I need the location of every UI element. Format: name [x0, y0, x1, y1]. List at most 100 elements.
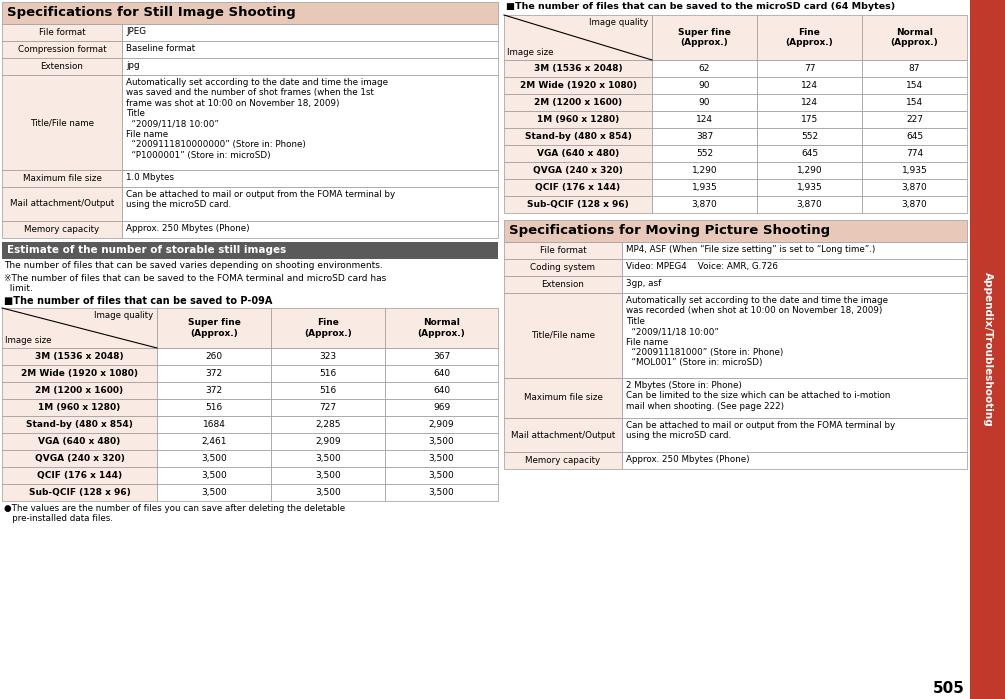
Text: 3M (1536 x 2048): 3M (1536 x 2048): [35, 352, 124, 361]
Bar: [271, 308, 385, 348]
Bar: [757, 179, 862, 196]
Bar: [385, 308, 498, 348]
Text: 3,500: 3,500: [201, 454, 227, 463]
Bar: [862, 15, 967, 60]
Bar: [652, 60, 757, 77]
Bar: [862, 196, 967, 213]
Bar: [652, 15, 757, 60]
Text: QCIF (176 x 144): QCIF (176 x 144): [37, 471, 122, 480]
Text: Automatically set according to the date and time the image
was saved and the num: Automatically set according to the date …: [126, 78, 388, 160]
Bar: [2, 187, 122, 221]
Text: Specifications for Still Image Shooting: Specifications for Still Image Shooting: [7, 6, 295, 19]
Bar: [2, 365, 157, 382]
Text: Video: MPEG4    Voice: AMR, G.726: Video: MPEG4 Voice: AMR, G.726: [626, 262, 778, 271]
Bar: [504, 15, 652, 60]
Bar: [385, 382, 498, 399]
Text: 969: 969: [433, 403, 450, 412]
Text: ■The number of files that can be saved to P-09A: ■The number of files that can be saved t…: [4, 296, 272, 306]
Bar: [504, 162, 652, 179]
Bar: [271, 484, 385, 501]
Text: Super fine
(Approx.): Super fine (Approx.): [678, 28, 731, 48]
Text: ※The number of files that can be saved to the FOMA terminal and microSD card has: ※The number of files that can be saved t…: [4, 274, 386, 294]
Bar: [504, 128, 652, 145]
Text: 640: 640: [433, 386, 450, 395]
Bar: [2, 242, 498, 259]
Text: Compression format: Compression format: [18, 45, 107, 54]
Bar: [757, 162, 862, 179]
Bar: [757, 145, 862, 162]
Bar: [504, 196, 652, 213]
Bar: [862, 77, 967, 94]
Bar: [385, 467, 498, 484]
Bar: [271, 467, 385, 484]
Text: Baseline format: Baseline format: [126, 44, 195, 53]
Text: 2M Wide (1920 x 1080): 2M Wide (1920 x 1080): [21, 369, 138, 378]
Text: Coding system: Coding system: [531, 263, 596, 272]
Bar: [652, 179, 757, 196]
Bar: [271, 399, 385, 416]
Text: 124: 124: [696, 115, 713, 124]
Bar: [862, 111, 967, 128]
Bar: [157, 308, 271, 348]
Text: JPEG: JPEG: [126, 27, 146, 36]
Bar: [652, 128, 757, 145]
Bar: [2, 24, 122, 41]
Text: Super fine
(Approx.): Super fine (Approx.): [188, 318, 240, 338]
Bar: [652, 162, 757, 179]
Bar: [504, 145, 652, 162]
Bar: [157, 365, 271, 382]
Bar: [757, 196, 862, 213]
Text: Stand-by (480 x 854): Stand-by (480 x 854): [525, 132, 631, 141]
Bar: [652, 77, 757, 94]
Bar: [385, 399, 498, 416]
Bar: [385, 365, 498, 382]
Text: 552: 552: [695, 149, 714, 158]
Text: 3M (1536 x 2048): 3M (1536 x 2048): [534, 64, 622, 73]
Text: 3,500: 3,500: [428, 454, 454, 463]
Text: 2,909: 2,909: [316, 437, 341, 446]
Bar: [622, 418, 967, 452]
Text: Title/File name: Title/File name: [531, 331, 595, 340]
Text: 260: 260: [205, 352, 222, 361]
Bar: [970, 0, 1005, 699]
Text: 154: 154: [906, 81, 923, 90]
Text: Sub-QCIF (128 x 96): Sub-QCIF (128 x 96): [28, 488, 131, 497]
Text: Appendix/Troubleshooting: Appendix/Troubleshooting: [983, 272, 993, 427]
Text: 3,500: 3,500: [201, 488, 227, 497]
Bar: [157, 382, 271, 399]
Text: 3,870: 3,870: [691, 200, 718, 209]
Text: 516: 516: [320, 369, 337, 378]
Text: Sub-QCIF (128 x 96): Sub-QCIF (128 x 96): [528, 200, 629, 209]
Bar: [504, 242, 622, 259]
Text: 367: 367: [433, 352, 450, 361]
Text: 1M (960 x 1280): 1M (960 x 1280): [38, 403, 121, 412]
Text: 640: 640: [433, 369, 450, 378]
Bar: [504, 378, 622, 418]
Bar: [504, 418, 622, 452]
Bar: [504, 220, 967, 242]
Text: 2 Mbytes (Store in: Phone)
Can be limited to the size which can be attached to i: 2 Mbytes (Store in: Phone) Can be limite…: [626, 381, 890, 411]
Text: 2,461: 2,461: [201, 437, 227, 446]
Bar: [504, 276, 622, 293]
Bar: [2, 41, 122, 58]
Bar: [385, 484, 498, 501]
Bar: [622, 276, 967, 293]
Text: 372: 372: [205, 369, 222, 378]
Bar: [652, 196, 757, 213]
Text: 645: 645: [801, 149, 818, 158]
Text: 87: 87: [909, 64, 921, 73]
Bar: [157, 467, 271, 484]
Text: 516: 516: [320, 386, 337, 395]
Text: Can be attached to mail or output from the FOMA terminal by
using the microSD ca: Can be attached to mail or output from t…: [626, 421, 895, 440]
Bar: [2, 221, 122, 238]
Bar: [862, 179, 967, 196]
Text: 3,500: 3,500: [428, 488, 454, 497]
Bar: [622, 293, 967, 378]
Bar: [122, 24, 498, 41]
Text: File format: File format: [38, 28, 85, 37]
Bar: [504, 259, 622, 276]
Bar: [504, 452, 622, 469]
Text: Extension: Extension: [542, 280, 585, 289]
Text: 1,290: 1,290: [691, 166, 718, 175]
Text: 1,935: 1,935: [901, 166, 928, 175]
